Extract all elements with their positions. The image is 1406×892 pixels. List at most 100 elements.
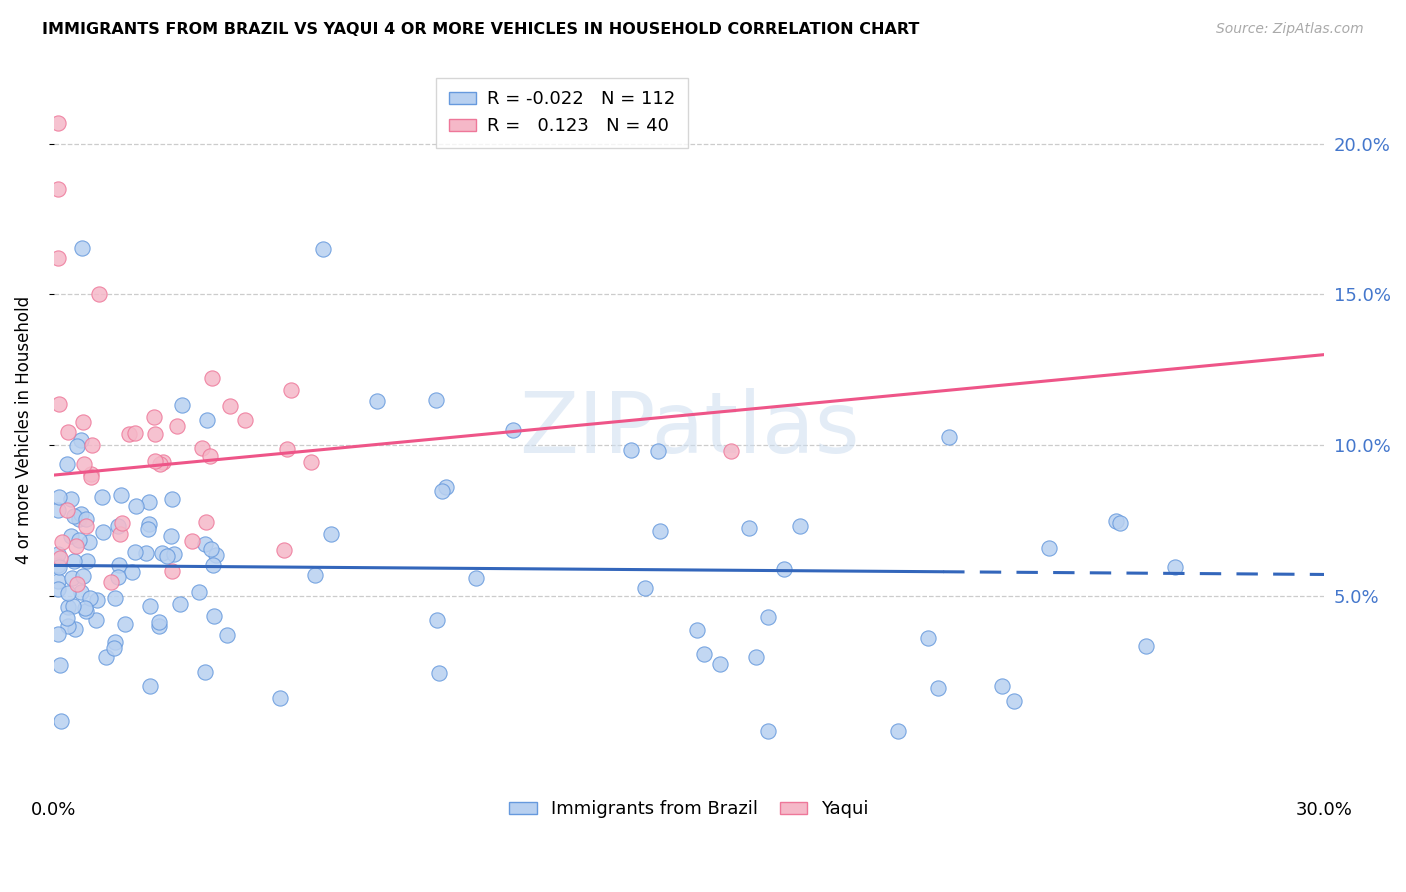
Point	[104, 591, 127, 605]
Point	[162, 491, 184, 506]
Point	[56, 599, 79, 614]
Point	[215, 628, 238, 642]
Point	[124, 545, 146, 559]
Point	[107, 569, 129, 583]
Point	[86, 593, 108, 607]
Point	[46, 574, 69, 589]
Point	[276, 442, 298, 456]
Point	[927, 681, 949, 695]
Point	[143, 454, 166, 468]
Point	[143, 427, 166, 442]
Point	[150, 546, 173, 560]
Point	[70, 433, 93, 447]
Point	[136, 523, 159, 537]
Point	[48, 559, 70, 574]
Point	[84, 613, 107, 627]
Point	[745, 649, 768, 664]
Point	[633, 581, 655, 595]
Legend: Immigrants from Brazil, Yaqui: Immigrants from Brazil, Yaqui	[502, 793, 876, 826]
Point	[152, 455, 174, 469]
Point	[1164, 559, 1187, 574]
Point	[202, 558, 225, 573]
Point	[82, 438, 104, 452]
Point	[49, 714, 72, 728]
Point	[107, 519, 129, 533]
Point	[502, 423, 524, 437]
Point	[46, 116, 69, 130]
Point	[46, 503, 69, 517]
Point	[65, 539, 87, 553]
Point	[170, 398, 193, 412]
Point	[195, 413, 218, 427]
Point	[194, 665, 217, 680]
Point	[738, 521, 761, 535]
Point	[60, 529, 83, 543]
Text: IMMIGRANTS FROM BRAZIL VS YAQUI 4 OR MORE VEHICLES IN HOUSEHOLD CORRELATION CHAR: IMMIGRANTS FROM BRAZIL VS YAQUI 4 OR MOR…	[42, 22, 920, 37]
Point	[67, 512, 90, 526]
Point	[143, 410, 166, 425]
Point	[46, 627, 69, 641]
Point	[103, 641, 125, 656]
Point	[121, 566, 143, 580]
Point	[91, 524, 114, 539]
Point	[79, 535, 101, 549]
Point	[756, 610, 779, 624]
Point	[79, 591, 101, 606]
Point	[434, 480, 457, 494]
Point	[163, 547, 186, 561]
Point	[46, 558, 69, 572]
Point	[114, 617, 136, 632]
Point	[108, 558, 131, 573]
Point	[139, 599, 162, 613]
Point	[76, 519, 98, 533]
Point	[56, 611, 79, 625]
Text: ZIPatlas: ZIPatlas	[519, 388, 859, 471]
Point	[139, 679, 162, 693]
Point	[100, 574, 122, 589]
Point	[427, 665, 450, 680]
Point	[63, 622, 86, 636]
Point	[235, 413, 257, 427]
Point	[46, 252, 69, 266]
Point	[1002, 694, 1025, 708]
Point	[108, 526, 131, 541]
Point	[67, 533, 90, 547]
Point	[62, 554, 84, 568]
Point	[80, 469, 103, 483]
Point	[1105, 514, 1128, 528]
Point	[58, 619, 80, 633]
Point	[56, 457, 79, 471]
Point	[886, 724, 908, 739]
Point	[709, 657, 731, 671]
Point	[195, 515, 218, 529]
Point	[111, 516, 134, 530]
Point	[70, 585, 93, 599]
Point	[204, 548, 226, 562]
Y-axis label: 4 or more Vehicles in Household: 4 or more Vehicles in Household	[15, 296, 32, 564]
Point	[194, 537, 217, 551]
Point	[312, 242, 335, 256]
Point	[720, 444, 742, 458]
Point	[789, 518, 811, 533]
Point	[299, 455, 322, 469]
Point	[148, 619, 170, 633]
Point	[201, 370, 224, 384]
Point	[135, 546, 157, 560]
Point	[200, 449, 222, 463]
Point	[56, 502, 79, 516]
Point	[620, 442, 643, 457]
Point	[70, 241, 93, 255]
Point	[94, 650, 117, 665]
Point	[432, 483, 454, 498]
Point	[304, 567, 326, 582]
Point	[51, 534, 73, 549]
Point	[76, 554, 98, 568]
Point	[773, 562, 796, 576]
Point	[75, 604, 97, 618]
Point	[46, 582, 69, 597]
Point	[162, 565, 184, 579]
Point	[125, 499, 148, 513]
Point	[188, 585, 211, 599]
Point	[1109, 516, 1132, 530]
Point	[48, 490, 70, 504]
